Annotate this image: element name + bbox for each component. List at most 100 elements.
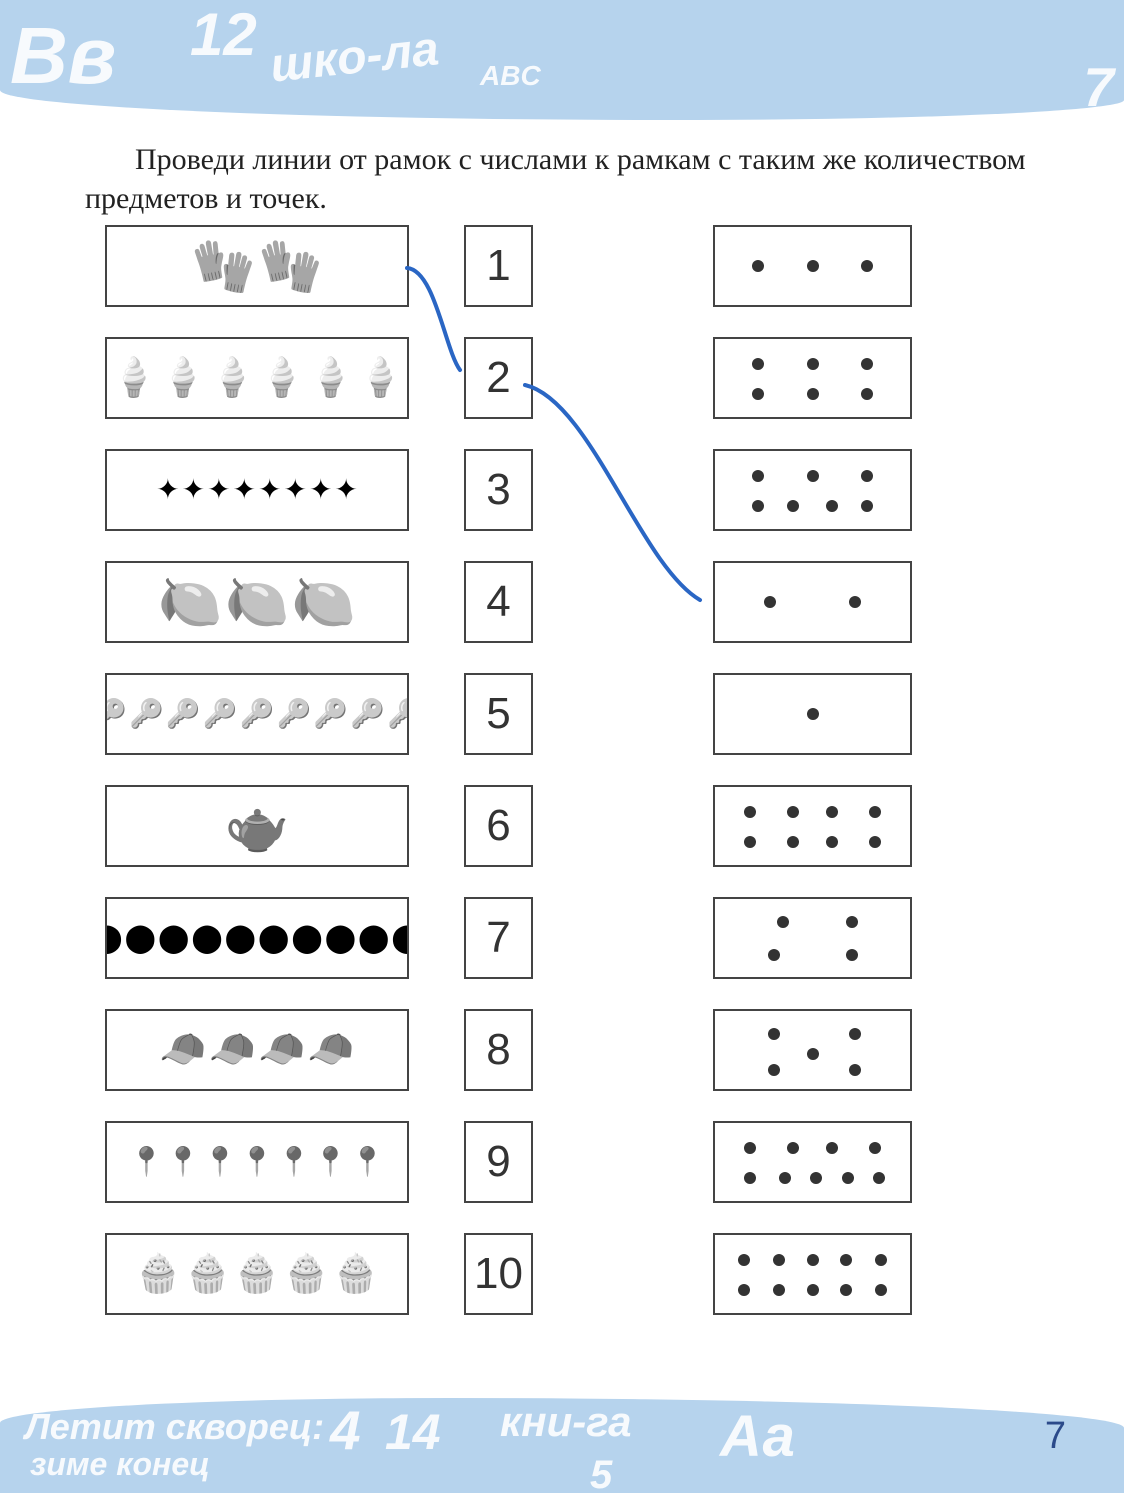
lemons-icon: 🍋 <box>291 572 356 633</box>
dot-box-5[interactable] <box>713 1009 912 1091</box>
dot-icon <box>787 1142 799 1154</box>
dot-icon <box>846 949 858 961</box>
picture-box-nails[interactable]: 📍📍📍📍📍📍📍 <box>105 1121 409 1203</box>
exercise-row: 🍋🍋🍋4 <box>105 561 1035 643</box>
stars-icon: ✦ <box>207 473 230 507</box>
lemons-icon: 🍋 <box>225 572 290 633</box>
keys-icon: 🔑 <box>313 697 348 731</box>
keys-icon: 🔑 <box>240 697 275 731</box>
number-box-9[interactable]: 9 <box>464 1121 533 1203</box>
dot-icon <box>777 916 789 928</box>
exercise-row: 🍦🍦🍦🍦🍦🍦 2 <box>105 337 1035 419</box>
banner-14: 14 <box>385 1403 441 1461</box>
dot-icon <box>744 806 756 818</box>
dot-icon <box>840 1284 852 1296</box>
nails-icon: 📍 <box>276 1145 311 1179</box>
dot-icon <box>773 1284 785 1296</box>
dot-icon <box>849 1064 861 1076</box>
nails-icon: 📍 <box>313 1145 348 1179</box>
dot-icon <box>861 388 873 400</box>
dot-box-2[interactable] <box>713 561 912 643</box>
dot-icon <box>869 806 881 818</box>
dot-icon <box>807 1254 819 1266</box>
nails-icon: 📍 <box>166 1145 201 1179</box>
dot-icon <box>752 358 764 370</box>
banner-fly: Летит скворец: <box>25 1406 324 1448</box>
hats-icon: 🧢 <box>258 1028 305 1072</box>
dot-icon <box>810 1172 822 1184</box>
dot-box-3[interactable] <box>713 225 912 307</box>
picture-box-keys[interactable]: 🔑🔑🔑🔑🔑🔑🔑🔑🔑 <box>105 673 409 755</box>
banner-winter: зиме конец <box>30 1446 210 1483</box>
banner-abc: ABC <box>480 60 541 92</box>
stars-icon: ✦ <box>309 473 332 507</box>
dot-icon <box>752 470 764 482</box>
ice-creams-icon: 🍦 <box>258 356 305 400</box>
worksheet-page: Вв 12 шко-ла ABC 7 Проведи линии от рамо… <box>0 0 1124 1493</box>
number-box-5[interactable]: 5 <box>464 673 533 755</box>
picture-box-watering-can[interactable]: 🫖 <box>105 785 409 867</box>
lemons-icon: 🍋 <box>158 572 223 633</box>
keys-icon: 🔑 <box>276 697 311 731</box>
dot-box-4[interactable] <box>713 897 912 979</box>
dot-icon <box>849 1028 861 1040</box>
dot-box-1[interactable] <box>713 673 912 755</box>
dot-icon <box>861 260 873 272</box>
dot-box-10[interactable] <box>713 1233 912 1315</box>
dot-icon <box>787 500 799 512</box>
buttons-icon: ⬤ <box>325 921 356 955</box>
dot-icon <box>807 1048 819 1060</box>
dot-icon <box>840 1254 852 1266</box>
nails-icon: 📍 <box>203 1145 238 1179</box>
dot-box-6[interactable] <box>713 337 912 419</box>
number-box-1[interactable]: 1 <box>464 225 533 307</box>
cakes-icon: 🧁 <box>184 1252 231 1296</box>
dot-icon <box>768 949 780 961</box>
dot-icon <box>744 1172 756 1184</box>
picture-box-lemons[interactable]: 🍋🍋🍋 <box>105 561 409 643</box>
buttons-icon: ⬤ <box>258 921 289 955</box>
picture-box-stars[interactable]: ✦✦✦✦✦✦✦✦ <box>105 449 409 531</box>
picture-box-ice-creams[interactable]: 🍦🍦🍦🍦🍦🍦 <box>105 337 409 419</box>
nails-icon: 📍 <box>129 1145 164 1179</box>
dot-icon <box>861 470 873 482</box>
dot-icon <box>768 1028 780 1040</box>
keys-icon: 🔑 <box>129 697 164 731</box>
dot-box-7[interactable] <box>713 449 912 531</box>
exercise-row: 🧢🧢🧢🧢 8 <box>105 1009 1035 1091</box>
picture-box-hats[interactable]: 🧢🧢🧢🧢 <box>105 1009 409 1091</box>
number-box-3[interactable]: 3 <box>464 449 533 531</box>
hats-icon: 🧢 <box>307 1028 354 1072</box>
picture-box-cakes[interactable]: 🧁🧁🧁🧁🧁 <box>105 1233 409 1315</box>
dot-icon <box>875 1284 887 1296</box>
cakes-icon: 🧁 <box>233 1252 280 1296</box>
buttons-icon: ⬤ <box>291 921 322 955</box>
dot-icon <box>738 1284 750 1296</box>
ice-creams-icon: 🍦 <box>209 356 256 400</box>
dot-box-9[interactable] <box>713 1121 912 1203</box>
banner-5: 5 <box>590 1453 612 1493</box>
banner-4: 4 <box>330 1398 361 1462</box>
number-box-7[interactable]: 7 <box>464 897 533 979</box>
dot-icon <box>738 1254 750 1266</box>
picture-box-buttons[interactable]: ⬤⬤⬤⬤⬤⬤⬤⬤⬤⬤ <box>105 897 409 979</box>
exercise-row: ✦✦✦✦✦✦✦✦3 <box>105 449 1035 531</box>
dot-icon <box>846 916 858 928</box>
hats-icon: 🧢 <box>159 1028 206 1072</box>
keys-icon: 🔑 <box>105 697 127 731</box>
dot-icon <box>744 1142 756 1154</box>
number-box-10[interactable]: 10 <box>464 1233 533 1315</box>
keys-icon: 🔑 <box>203 697 238 731</box>
number-box-6[interactable]: 6 <box>464 785 533 867</box>
cakes-icon: 🧁 <box>135 1252 182 1296</box>
number-box-2[interactable]: 2 <box>464 337 533 419</box>
bottom-banner: Летит скворец: зиме конец 4 14 кни-га Аа… <box>0 1398 1124 1493</box>
dot-box-8[interactable] <box>713 785 912 867</box>
buttons-icon: ⬤ <box>391 921 409 955</box>
dot-icon <box>807 708 819 720</box>
dot-icon <box>764 596 776 608</box>
exercise-row: 🧁🧁🧁🧁🧁 10 <box>105 1233 1035 1315</box>
number-box-4[interactable]: 4 <box>464 561 533 643</box>
picture-box-mittens[interactable]: 🧤🧤 <box>105 225 409 307</box>
number-box-8[interactable]: 8 <box>464 1009 533 1091</box>
